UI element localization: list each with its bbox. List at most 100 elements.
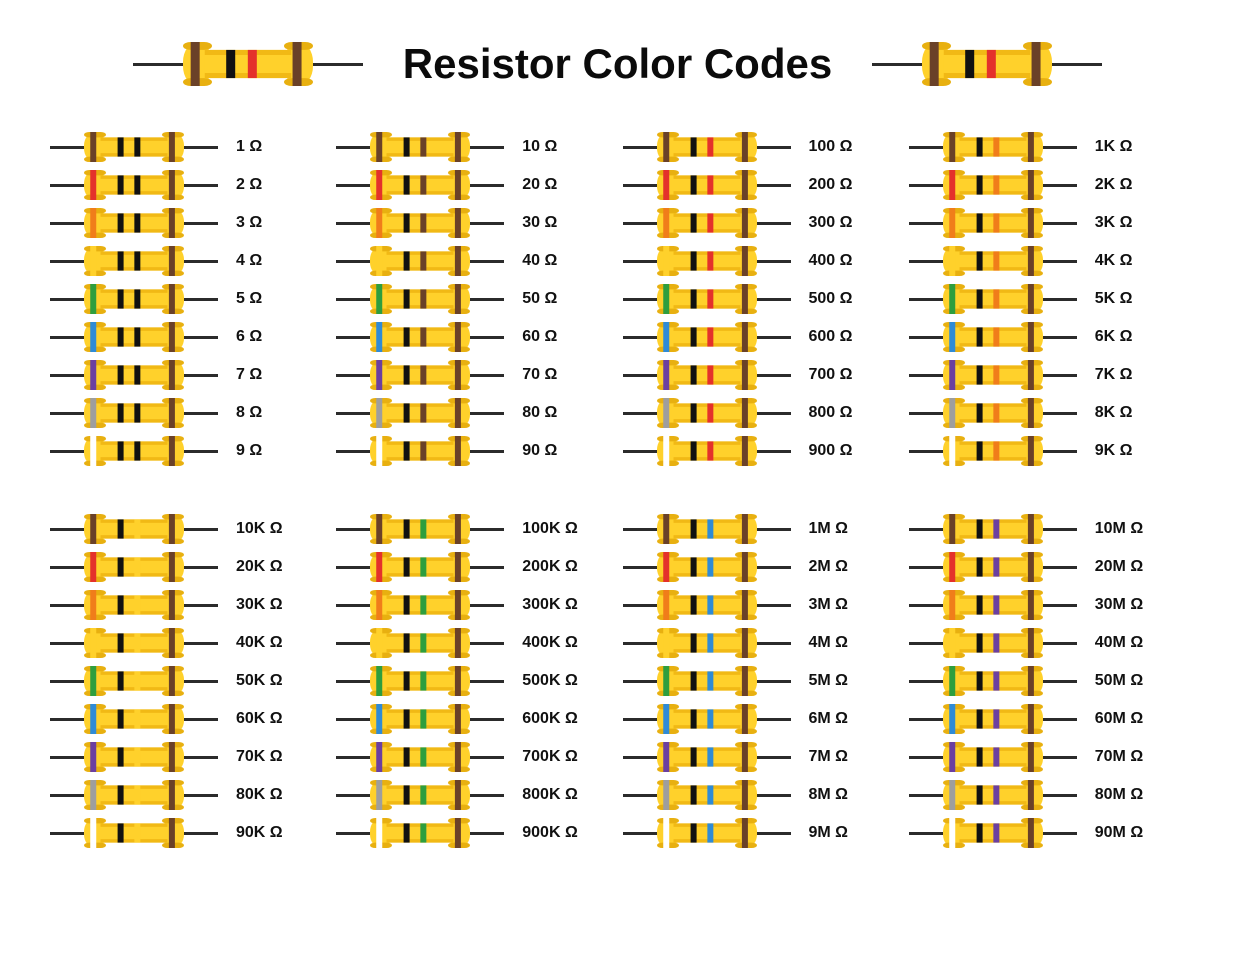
resistor-row: 8M Ω [623,776,899,814]
resistor-lead [909,642,943,645]
resistor-icon [623,780,791,810]
resistor-value: 600 Ω [809,328,853,346]
resistor-body [370,436,470,466]
resistor-lead [470,680,504,683]
resistor-lead [50,832,84,835]
resistor-lead [336,450,370,453]
resistor-icon [623,246,791,276]
resistor-body [657,170,757,200]
resistor-body [84,704,184,734]
resistor-icon [336,322,504,352]
resistor-body [657,742,757,772]
resistor-value: 90K Ω [236,824,283,842]
resistor-value: 80M Ω [1095,786,1143,804]
resistor-value: 2M Ω [809,558,849,576]
resistor-lead [184,718,218,721]
resistor-lead [623,794,657,797]
resistor-lead [1043,412,1077,415]
resistor-value: 90 Ω [522,442,557,460]
resistor-lead [1043,642,1077,645]
resistor-lead [50,222,84,225]
resistor-row: 80 Ω [336,394,612,432]
resistor-icon [50,284,218,314]
resistor-row: 40 Ω [336,242,612,280]
resistor-icon [909,704,1077,734]
resistor-body [943,818,1043,848]
resistor-row: 50K Ω [50,662,326,700]
resistor-lead [1043,222,1077,225]
resistor-row: 600 Ω [623,318,899,356]
resistor-lead [623,222,657,225]
resistor-value: 5K Ω [1095,290,1133,308]
resistor-lead [1043,146,1077,149]
resistor-icon [909,780,1077,810]
resistor-lead [50,146,84,149]
resistor-lead [336,528,370,531]
resistor-value: 200 Ω [809,176,853,194]
resistor-icon [50,704,218,734]
resistor-value: 400K Ω [522,634,578,652]
resistor-body [657,552,757,582]
resistor-lead [623,336,657,339]
resistor-body [943,742,1043,772]
resistor-body [84,246,184,276]
resistor-body [84,284,184,314]
resistor-icon [623,322,791,352]
resistor-body [657,398,757,428]
resistor-icon [623,208,791,238]
resistor-lead [336,336,370,339]
resistor-lead [336,832,370,835]
resistor-lead [336,374,370,377]
header-resistor-right [872,42,1102,86]
resistor-lead [623,450,657,453]
resistor-value: 10 Ω [522,138,557,156]
resistor-row: 5M Ω [623,662,899,700]
resistor-icon [909,436,1077,466]
resistor-value: 4M Ω [809,634,849,652]
resistor-body [943,398,1043,428]
resistor-lead [50,450,84,453]
resistor-value: 70M Ω [1095,748,1143,766]
resistor-value: 90M Ω [1095,824,1143,842]
resistor-lead [623,832,657,835]
resistor-icon [623,628,791,658]
resistor-lead [184,222,218,225]
resistor-body [84,552,184,582]
resistor-icon [623,360,791,390]
resistor-icon [623,514,791,544]
resistor-value: 800 Ω [809,404,853,422]
resistor-lead [184,794,218,797]
resistor-value: 40M Ω [1095,634,1143,652]
resistor-row: 1M Ω [623,510,899,548]
resistor-lead [623,374,657,377]
resistor-lead [184,374,218,377]
resistor-icon [909,514,1077,544]
resistor-row: 70M Ω [909,738,1185,776]
resistor-value: 500K Ω [522,672,578,690]
resistor-body [943,360,1043,390]
resistor-row: 50M Ω [909,662,1185,700]
resistor-icon [909,284,1077,314]
resistor-column: 10M Ω20M Ω30M Ω40M Ω50M Ω60M Ω70M Ω80M Ω… [909,510,1185,852]
resistor-value: 7M Ω [809,748,849,766]
resistor-value: 4K Ω [1095,252,1133,270]
resistor-icon [50,132,218,162]
resistor-value: 8K Ω [1095,404,1133,422]
resistor-icon [909,590,1077,620]
resistor-value: 10K Ω [236,520,283,538]
resistor-lead [1043,566,1077,569]
resistor-value: 2K Ω [1095,176,1133,194]
resistor-column: 100 Ω200 Ω300 Ω400 Ω500 Ω600 Ω700 Ω800 Ω… [623,128,899,470]
resistor-icon [909,818,1077,848]
resistor-icon [623,284,791,314]
resistor-icon [50,780,218,810]
resistor-value: 20 Ω [522,176,557,194]
resistor-value: 600K Ω [522,710,578,728]
resistor-icon [336,704,504,734]
resistor-body [84,628,184,658]
resistor-lead [909,756,943,759]
resistor-value: 80 Ω [522,404,557,422]
resistor-body [84,208,184,238]
resistor-body [370,398,470,428]
resistor-row: 100K Ω [336,510,612,548]
